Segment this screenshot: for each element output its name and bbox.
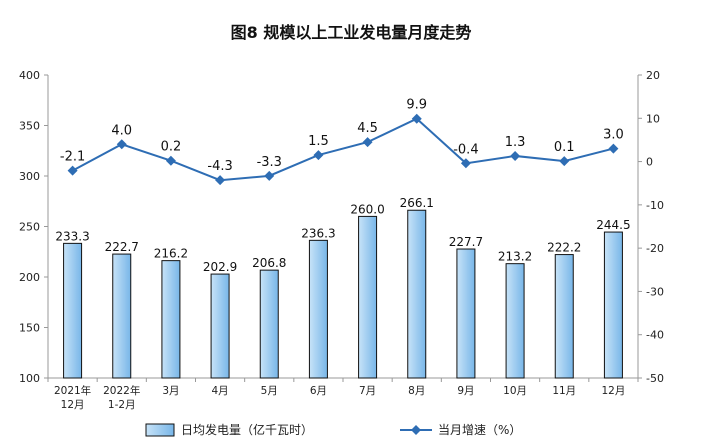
right-tick-label: -50 [646, 372, 664, 385]
line-value-label: -0.4 [453, 142, 478, 157]
bar-value-label: 222.7 [105, 240, 139, 254]
line-value-label: -2.1 [60, 150, 85, 165]
line-point [215, 175, 226, 186]
line-point [67, 165, 78, 176]
bar [112, 253, 132, 379]
bar-value-label: 266.1 [400, 196, 434, 210]
right-tick-label: 10 [646, 112, 660, 125]
axes: 100 150 200 250 300 350 400 -50 -40 -30 -20 -10 0 10 2… [19, 69, 664, 411]
bar-value-label: 216.2 [154, 247, 188, 261]
bar [407, 209, 427, 379]
right-tick-label: 20 [646, 69, 660, 82]
left-tick-label: 400 [19, 69, 40, 82]
line-value-label: 0.2 [161, 140, 182, 155]
bar-value-label: 227.7 [449, 235, 483, 249]
line-point [116, 139, 127, 150]
legend-bar-label: 日均发电量（亿千瓦时） [181, 422, 313, 437]
line-point [510, 150, 521, 161]
bar [63, 242, 83, 379]
bar [308, 239, 328, 379]
line-value-label: -3.3 [257, 155, 282, 170]
bar [554, 254, 574, 379]
bar [210, 273, 230, 379]
x-tick-label: 5月 [261, 385, 278, 397]
line-point [559, 156, 570, 167]
bar [358, 215, 378, 379]
bar [505, 263, 525, 379]
line-value-label: 0.1 [554, 140, 575, 155]
line-point [460, 158, 471, 169]
x-tick-label: 2021年 12月 [54, 384, 91, 411]
legend-line-label: 当月增速（%） [438, 423, 521, 437]
x-tick-label: 2022年 1-2月 [103, 384, 140, 411]
line-value-label: 3.0 [603, 128, 624, 143]
bar [456, 248, 476, 379]
line-value-label: 9.9 [406, 98, 427, 113]
line-value-label: 1.3 [505, 135, 526, 150]
left-tick-label: 250 [19, 221, 40, 234]
x-tick-label: 6月 [310, 385, 327, 397]
x-tick-label: 9月 [457, 385, 474, 397]
bar-value-label: 260.0 [350, 202, 384, 216]
right-tick-label: -30 [646, 285, 664, 298]
bar [259, 269, 279, 379]
x-tick-label: 12月 [601, 385, 625, 397]
x-tick-label: 7月 [359, 385, 376, 397]
line-value-label: 1.5 [308, 134, 329, 149]
bar-series: 233.3 222.7 216.2 202.9 206.8 236.3 260.0 266.1… [55, 196, 631, 379]
legend: 日均发电量（亿千瓦时） 当月增速（%） [145, 422, 521, 437]
line-point [264, 170, 275, 181]
line-value-label: 4.0 [111, 123, 132, 138]
bar-value-label: 206.8 [252, 256, 286, 270]
left-tick-label: 150 [19, 322, 40, 335]
bar-value-label: 244.5 [596, 218, 630, 232]
line-value-label: 4.5 [357, 121, 378, 136]
x-tick-label: 3月 [162, 385, 179, 397]
bar-value-label: 236.3 [301, 226, 335, 240]
legend-bar-swatch [145, 423, 175, 437]
left-tick-label: 350 [19, 120, 40, 133]
legend-line-marker [411, 425, 421, 435]
line-value-label: -4.3 [207, 159, 232, 174]
bar [161, 260, 181, 379]
line-series: -2.1 4.0 0.2 -4.3 -3.3 1.5 4.5 9.9 -0.4 1.3 0.1 3.0 [60, 98, 624, 186]
x-tick-label: 8月 [408, 385, 425, 397]
bar-value-label: 213.2 [498, 250, 532, 264]
line-point [411, 113, 422, 124]
line-point [362, 137, 373, 148]
line-point [165, 155, 176, 166]
x-tick-label: 10月 [503, 385, 527, 397]
right-tick-label: -40 [646, 329, 664, 342]
x-tick-label: 11月 [552, 385, 576, 397]
chart-title: 图8 规模以上工业发电量月度走势 [231, 23, 472, 42]
growth-line [72, 117, 614, 182]
bar [603, 231, 623, 379]
right-tick-label: -20 [646, 242, 664, 255]
line-point [608, 143, 619, 154]
right-tick-label: 0 [646, 156, 653, 169]
left-tick-label: 100 [19, 372, 40, 385]
left-tick-label: 300 [19, 170, 40, 183]
bar-value-label: 233.3 [55, 229, 89, 243]
x-tick-label: 4月 [211, 385, 228, 397]
bar-value-label: 222.2 [547, 241, 581, 255]
bar-value-label: 202.9 [203, 260, 237, 274]
left-tick-label: 200 [19, 271, 40, 284]
line-point [313, 150, 324, 161]
right-tick-label: -10 [646, 199, 664, 212]
